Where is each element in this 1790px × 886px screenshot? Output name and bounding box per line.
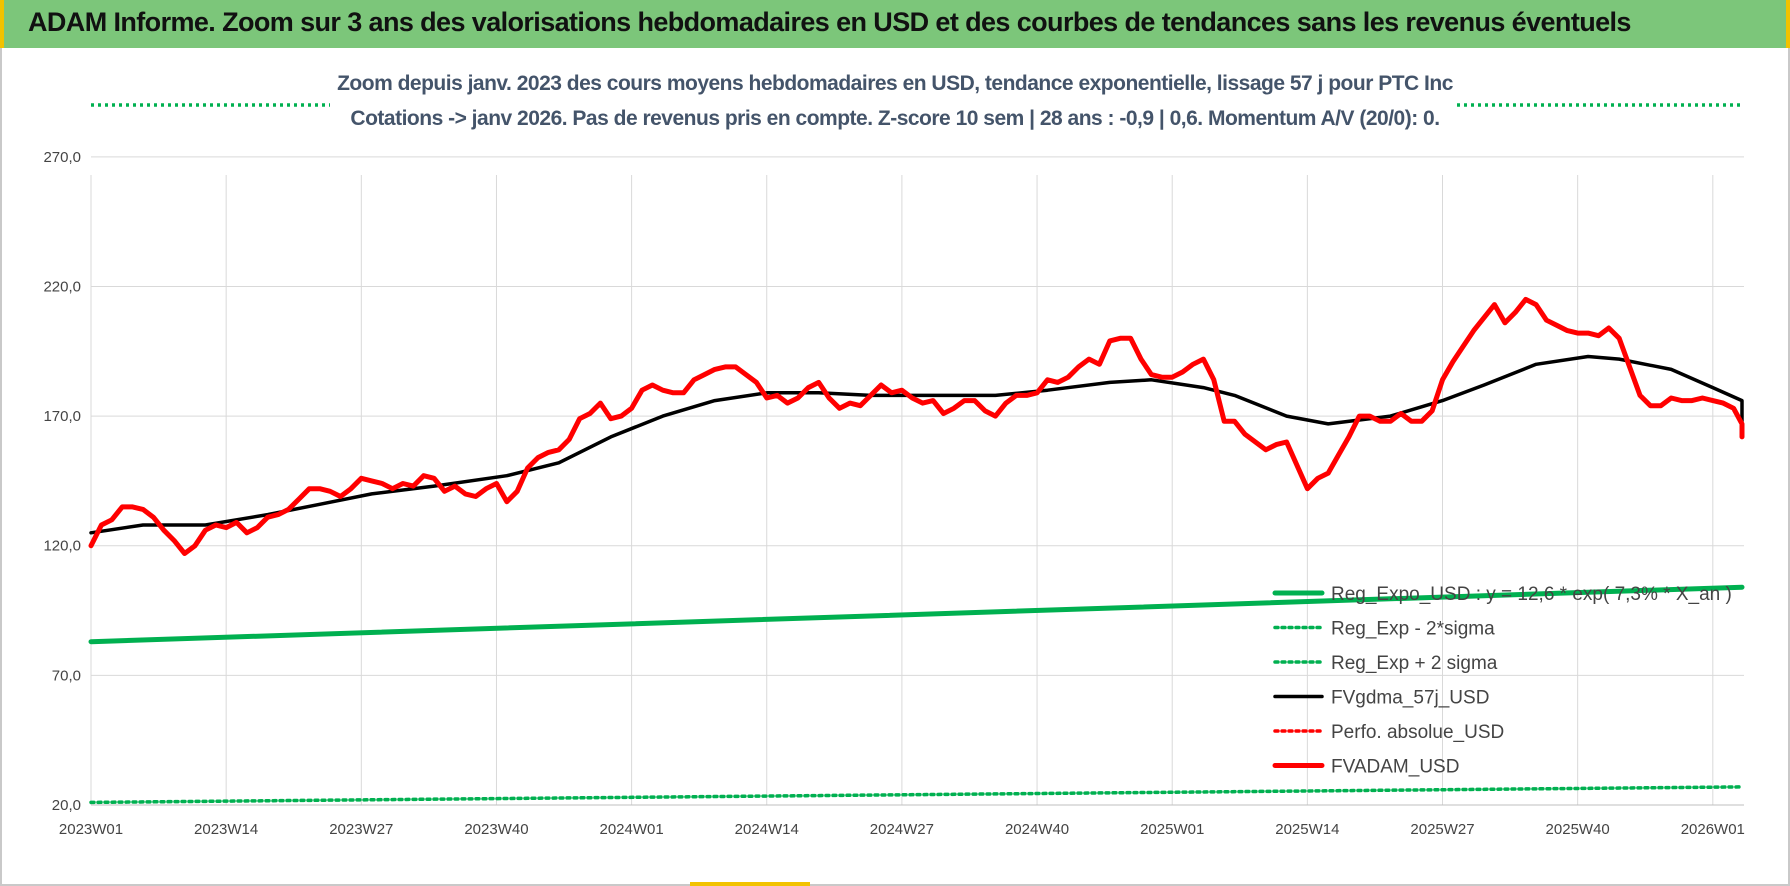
y-axis-ticks: 20,0 70,0 120,0 170,0 220,0 270,0 — [43, 149, 81, 814]
x-tick-label: 2024W40 — [1005, 821, 1069, 838]
banner-title: ADAM Informe. Zoom sur 3 ans des valoris… — [28, 7, 1631, 37]
y-tick-label: 70,0 — [52, 667, 81, 684]
x-tick-label: 2023W14 — [194, 821, 258, 838]
y-tick-label: 170,0 — [43, 408, 81, 425]
series-line-0 — [88, 584, 1745, 645]
y-tick-label: 220,0 — [43, 278, 81, 295]
legend-label: FVADAM_USD — [1331, 757, 1459, 778]
x-tick-label: 2025W27 — [1410, 821, 1474, 838]
legend-label: Reg_Expo_USD : y = 12,6 * exp( 7,3% * X_… — [1331, 584, 1732, 605]
chart-title-line-2: Cotations -> janv 2026. Pas de revenus p… — [350, 107, 1440, 130]
bottom-tab-marker — [690, 882, 810, 886]
legend-label: FVgdma_57j_USD — [1331, 688, 1489, 709]
x-tick-label: 2023W40 — [464, 821, 528, 838]
legend-label: Perfo. absolue_USD — [1331, 722, 1504, 743]
header-banner: ADAM Informe. Zoom sur 3 ans des valoris… — [0, 0, 1790, 48]
x-axis-ticks: 2023W01 2023W14 2023W27 2023W40 2024W01 2024W… — [59, 821, 1745, 838]
legend-label: Reg_Exp - 2*sigma — [1331, 619, 1495, 640]
series-line-5 — [88, 296, 1745, 556]
legend-label: Reg_Exp + 2 sigma — [1331, 653, 1498, 674]
series-line-3 — [89, 354, 1744, 535]
y-tick-label: 20,0 — [52, 797, 81, 814]
series-lines — [88, 103, 1745, 805]
y-tick-label: 120,0 — [43, 538, 81, 555]
chart-title-line-1: Zoom depuis janv. 2023 des cours moyens … — [337, 72, 1453, 95]
x-tick-label: 2024W14 — [735, 821, 799, 838]
x-tick-label: 2024W27 — [870, 821, 934, 838]
x-tick-label: 2025W40 — [1546, 821, 1610, 838]
legend: Reg_Expo_USD : y = 12,6 * exp( 7,3% * X_… — [1272, 584, 1732, 778]
y-tick-label: 270,0 — [43, 149, 81, 166]
x-tick-label: 2024W01 — [599, 821, 663, 838]
gridlines — [90, 156, 1744, 806]
x-tick-label: 2025W01 — [1140, 821, 1204, 838]
x-tick-label: 2025W14 — [1275, 821, 1339, 838]
x-tick-label: 2023W01 — [59, 821, 123, 838]
x-tick-label: 2026W01 — [1681, 821, 1745, 838]
series-line-1 — [89, 785, 1744, 805]
x-tick-label: 2023W27 — [329, 821, 393, 838]
